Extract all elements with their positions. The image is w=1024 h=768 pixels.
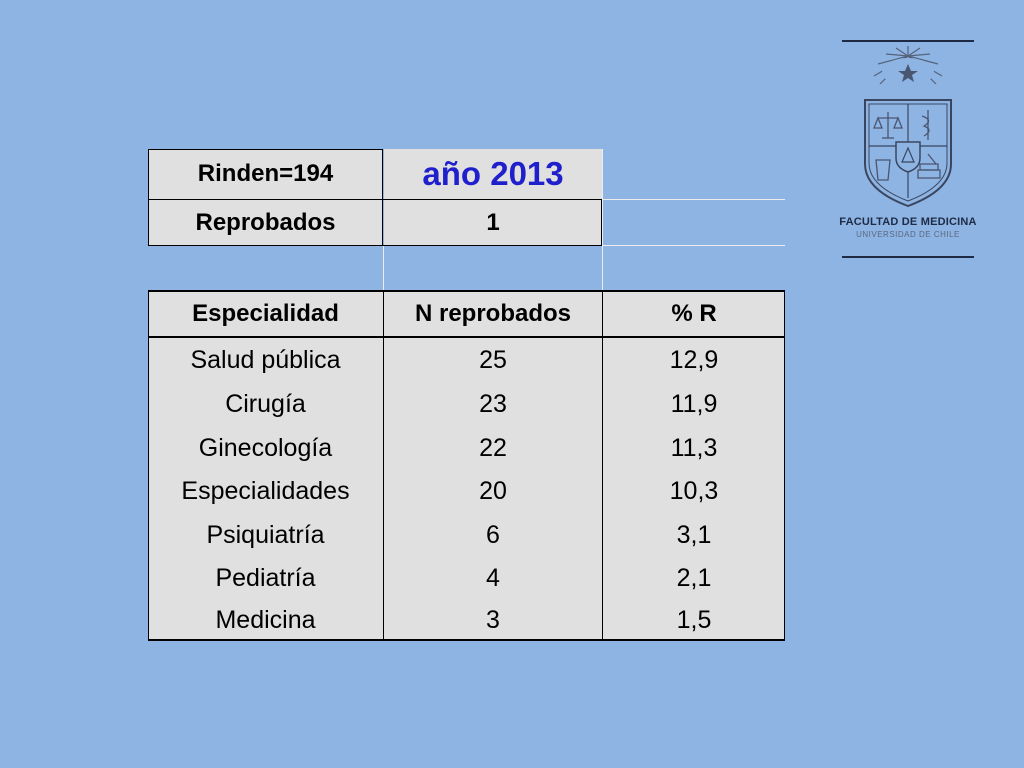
year-cell: año 2013	[384, 149, 602, 199]
table-row-pct: 2,1	[603, 556, 785, 600]
table-row-especialidad: Psiquiatría	[148, 513, 383, 557]
table-row-pct: 11,9	[603, 382, 785, 426]
table-row-especialidad: Especialidades	[148, 469, 383, 513]
table-row-pct: 12,9	[603, 338, 785, 382]
reprobados-label-cell: Reprobados	[148, 200, 383, 245]
table-row-n: 20	[384, 469, 602, 513]
reprobados-value-cell: 1	[384, 200, 602, 245]
table-row-n: 23	[384, 382, 602, 426]
logo-bottom-rule	[842, 256, 974, 258]
table-row-n: 4	[384, 556, 602, 600]
table-row-especialidad: Cirugía	[148, 382, 383, 426]
logo-title: FACULTAD DE MEDICINA	[839, 216, 977, 228]
faculty-logo: FACULTAD DE MEDICINA UNIVERSIDAD DE CHIL…	[838, 38, 978, 264]
table-row-n: 6	[384, 513, 602, 557]
column-header-pct-r: % R	[603, 291, 785, 336]
table-row-pct: 1,5	[603, 600, 785, 641]
table-row-pct: 11,3	[603, 426, 785, 470]
table-row-n: 3	[384, 600, 602, 641]
column-header-especialidad: Especialidad	[148, 291, 383, 336]
table-row-pct: 3,1	[603, 513, 785, 557]
table-row-n: 25	[384, 338, 602, 382]
table-row-especialidad: Medicina	[148, 600, 383, 641]
column-header-n-reprobados: N reprobados	[384, 291, 602, 336]
table-row-n: 22	[384, 426, 602, 470]
university-crest-icon	[842, 40, 974, 208]
table-row-especialidad: Ginecología	[148, 426, 383, 470]
table-row-pct: 10,3	[603, 469, 785, 513]
logo-subtitle: UNIVERSIDAD DE CHILE	[856, 230, 960, 239]
spreadsheet-table: Rinden=194 año 2013 Reprobados 1 Especia…	[148, 149, 785, 641]
table-row-especialidad: Salud pública	[148, 338, 383, 382]
rinden-cell: Rinden=194	[148, 149, 383, 199]
table-row-especialidad: Pediatría	[148, 556, 383, 600]
